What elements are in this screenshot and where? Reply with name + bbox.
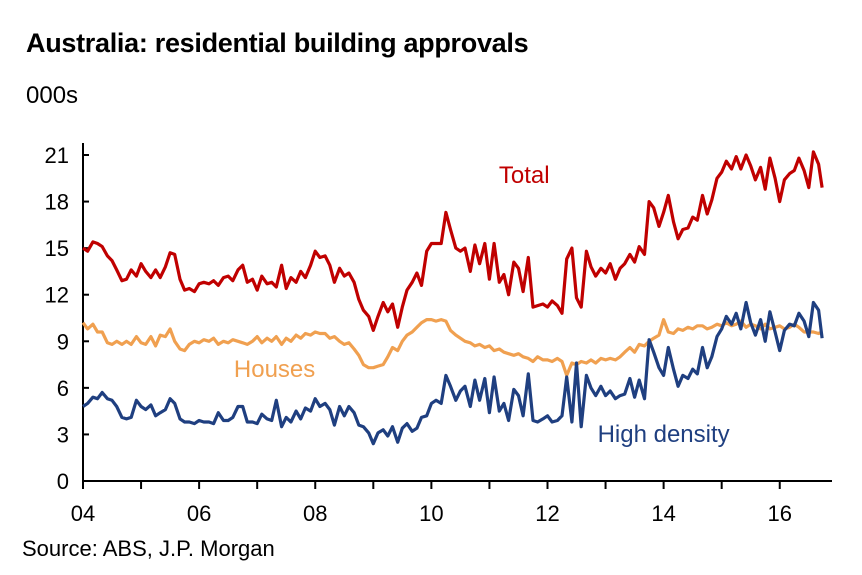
- series-label-houses: Houses: [234, 356, 315, 383]
- x-tick-label: 14: [651, 501, 675, 526]
- y-tick-label: 9: [57, 329, 69, 354]
- x-tick-label: 16: [768, 501, 792, 526]
- x-tick-label: 12: [535, 501, 559, 526]
- source-note: Source: ABS, J.P. Morgan: [22, 536, 275, 561]
- x-tick-label: 04: [71, 501, 95, 526]
- series-label-high-density: High density: [598, 421, 730, 448]
- y-tick-label: 3: [57, 422, 69, 447]
- series-line-total: [82, 150, 824, 332]
- y-axis-unit-label: 000s: [26, 82, 79, 109]
- y-tick-label: 0: [57, 469, 69, 494]
- series-layer: [81, 150, 824, 446]
- series-labels: Total Houses High density: [234, 162, 730, 448]
- y-tick-label: 18: [45, 190, 69, 215]
- y-tick-label: 6: [57, 376, 69, 401]
- chart-title: Australia: residential building approval…: [26, 28, 529, 58]
- y-tick-label: 12: [45, 283, 69, 308]
- x-tick-label: 06: [187, 501, 211, 526]
- y-tick-label: 15: [45, 236, 69, 261]
- x-tick-label: 08: [303, 501, 327, 526]
- series-label-total: Total: [499, 162, 550, 189]
- x-tick-label: 10: [419, 501, 443, 526]
- series-line-houses: [81, 318, 823, 377]
- y-tick-label: 21: [45, 143, 69, 168]
- series-line-high-density: [82, 300, 824, 446]
